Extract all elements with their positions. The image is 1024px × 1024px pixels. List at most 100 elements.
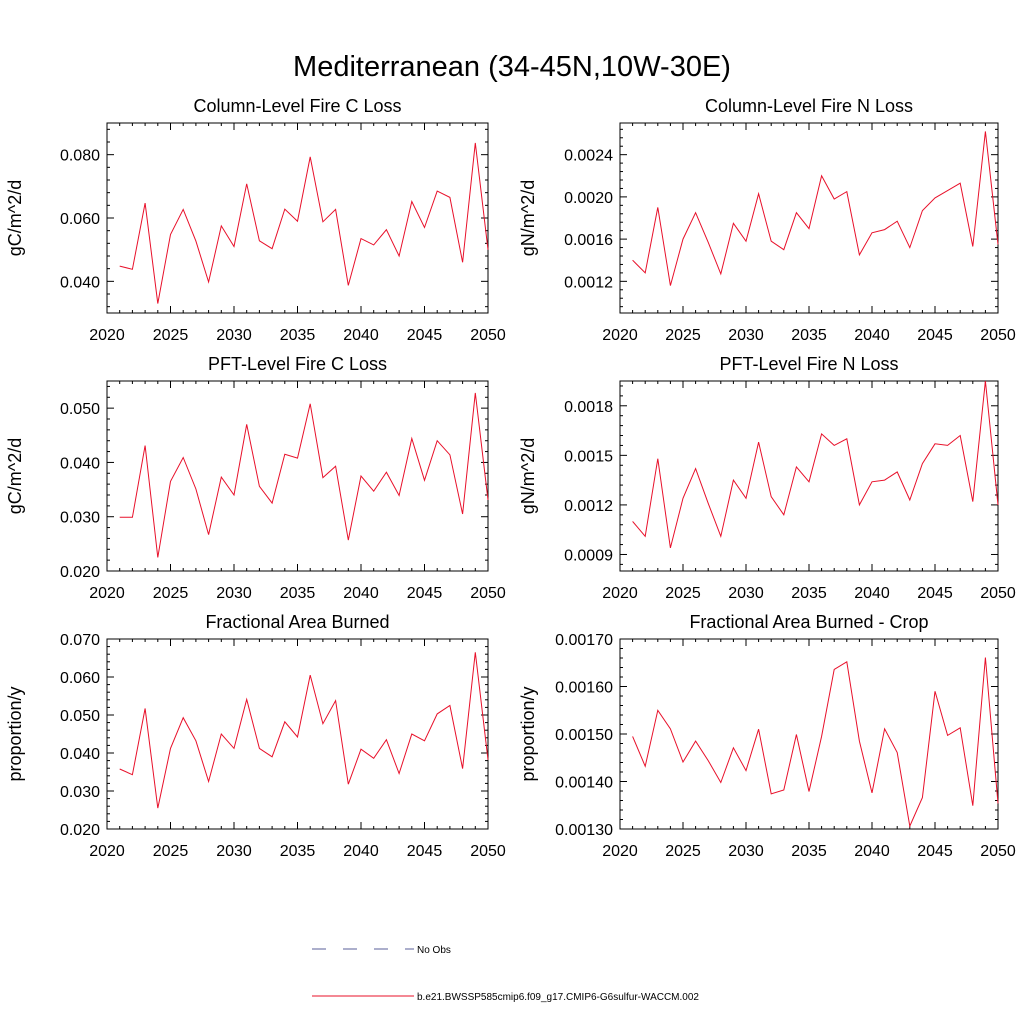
chart-title: Fractional Area Burned - Crop <box>689 612 928 632</box>
y-tick-label: 0.080 <box>60 148 100 165</box>
y-tick-label: 0.0016 <box>564 232 613 249</box>
x-tick-label: 2020 <box>89 843 125 860</box>
plot-frame <box>619 380 999 572</box>
x-tick-label: 2035 <box>280 585 316 602</box>
x-tick-label: 2045 <box>407 585 443 602</box>
y-axis-label: proportion/y <box>518 686 538 781</box>
y-axis-label: gC/m^2/d <box>5 438 25 514</box>
x-tick-label: 2025 <box>153 327 189 344</box>
x-tick-label: 2050 <box>980 843 1016 860</box>
x-tick-label: 2050 <box>470 585 506 602</box>
panels: 2020 2025 2030 2035 2040 2045 2050 0.040 0.060 0.… <box>5 96 1016 860</box>
plot-frame <box>106 638 489 830</box>
x-tick-label: 2030 <box>728 585 764 602</box>
y-tick-label: 0.0012 <box>564 498 613 515</box>
x-tick-label: 2035 <box>791 585 827 602</box>
x-tick-label: 2050 <box>470 327 506 344</box>
chart-title: Fractional Area Burned <box>205 612 389 632</box>
x-tick-label: 2030 <box>216 327 252 344</box>
x-tick-label: 2040 <box>854 843 890 860</box>
y-tick-label: 0.020 <box>60 564 100 581</box>
series-line <box>632 657 999 828</box>
chart-title: Column-Level Fire N Loss <box>705 96 913 116</box>
legend: No Obs b.e21.BWSSP585cmip6.f09_g17.CMIP6… <box>312 945 699 1003</box>
plot-frame <box>619 122 999 314</box>
y-tick-label: 0.070 <box>60 632 100 649</box>
chart-panel-1: 2020 2025 2030 2035 2040 2045 2050 0.040 0.060 0.… <box>5 96 506 344</box>
x-tick-label: 2020 <box>89 585 125 602</box>
y-tick-label: 0.0020 <box>564 190 613 207</box>
y-tick-label: 0.00170 <box>555 632 613 649</box>
y-axis-label: gN/m^2/d <box>518 180 538 256</box>
x-tick-label: 2020 <box>602 327 638 344</box>
y-tick-label: 0.020 <box>60 822 100 839</box>
chart-panel-2: 2020 2025 2030 2035 2040 2045 2050 0.0012 0.0016… <box>518 96 1016 344</box>
y-tick-label: 0.0012 <box>564 274 613 291</box>
chart-title: PFT-Level Fire C Loss <box>208 354 387 374</box>
chart-panel-5: 2020 2025 2030 2035 2040 2045 2050 0.020 0.030 0.… <box>5 612 506 860</box>
x-tick-label: 2025 <box>153 585 189 602</box>
x-tick-label: 2045 <box>917 327 953 344</box>
chart-panel-6: 2020 2025 2030 2035 2040 2045 2050 0.00130 0.001… <box>518 612 1016 860</box>
y-axis-label: gN/m^2/d <box>518 438 538 514</box>
legend-run-label: b.e21.BWSSP585cmip6.f09_g17.CMIP6-G6sulf… <box>417 992 699 1003</box>
y-tick-label: 0.040 <box>60 455 100 472</box>
legend-obs-label: No Obs <box>417 945 451 956</box>
y-tick-label: 0.060 <box>60 211 100 228</box>
chart-panel-4: 2020 2025 2030 2035 2040 2045 2050 0.0009 0.0012… <box>518 354 1016 602</box>
y-tick-label: 0.0024 <box>564 148 613 165</box>
x-tick-label: 2045 <box>407 843 443 860</box>
x-tick-label: 2030 <box>728 843 764 860</box>
x-tick-label: 2025 <box>665 585 701 602</box>
y-tick-label: 0.0018 <box>564 399 613 416</box>
x-tick-label: 2035 <box>791 843 827 860</box>
series-line <box>632 131 999 286</box>
plot-frame <box>619 638 999 830</box>
y-tick-label: 0.00150 <box>555 727 613 744</box>
x-tick-label: 2035 <box>280 327 316 344</box>
series-line <box>632 380 999 549</box>
x-tick-label: 2035 <box>791 327 827 344</box>
x-tick-label: 2040 <box>343 843 379 860</box>
y-tick-label: 0.0009 <box>564 547 613 564</box>
chart-title: Column-Level Fire C Loss <box>193 96 401 116</box>
series-line <box>119 652 489 809</box>
x-tick-label: 2045 <box>407 327 443 344</box>
x-tick-label: 2050 <box>470 843 506 860</box>
x-tick-label: 2040 <box>854 585 890 602</box>
x-tick-label: 2050 <box>980 327 1016 344</box>
y-tick-label: 0.030 <box>60 510 100 527</box>
y-axis-label: proportion/y <box>5 686 25 781</box>
x-tick-label: 2020 <box>602 585 638 602</box>
y-tick-label: 0.050 <box>60 708 100 725</box>
x-tick-label: 2035 <box>280 843 316 860</box>
x-tick-label: 2045 <box>917 843 953 860</box>
x-tick-label: 2030 <box>728 327 764 344</box>
x-tick-label: 2020 <box>89 327 125 344</box>
y-tick-label: 0.00160 <box>555 680 613 697</box>
x-tick-label: 2025 <box>665 327 701 344</box>
x-tick-label: 2040 <box>343 327 379 344</box>
y-tick-label: 0.00130 <box>555 822 613 839</box>
y-tick-label: 0.030 <box>60 784 100 801</box>
x-tick-label: 2030 <box>216 585 252 602</box>
y-tick-label: 0.040 <box>60 274 100 291</box>
x-tick-label: 2050 <box>980 585 1016 602</box>
x-tick-label: 2025 <box>153 843 189 860</box>
x-tick-label: 2030 <box>216 843 252 860</box>
x-tick-label: 2040 <box>854 327 890 344</box>
x-tick-label: 2040 <box>343 585 379 602</box>
x-tick-label: 2045 <box>917 585 953 602</box>
chart-title: PFT-Level Fire N Loss <box>719 354 898 374</box>
y-tick-label: 0.050 <box>60 401 100 418</box>
plot-frame <box>106 380 489 572</box>
y-tick-label: 0.0015 <box>564 448 613 465</box>
x-tick-label: 2025 <box>665 843 701 860</box>
y-tick-label: 0.060 <box>60 670 100 687</box>
series-line <box>119 142 489 304</box>
x-tick-label: 2020 <box>602 843 638 860</box>
series-line <box>119 392 489 558</box>
y-tick-label: 0.040 <box>60 746 100 763</box>
plot-frame <box>106 122 489 314</box>
